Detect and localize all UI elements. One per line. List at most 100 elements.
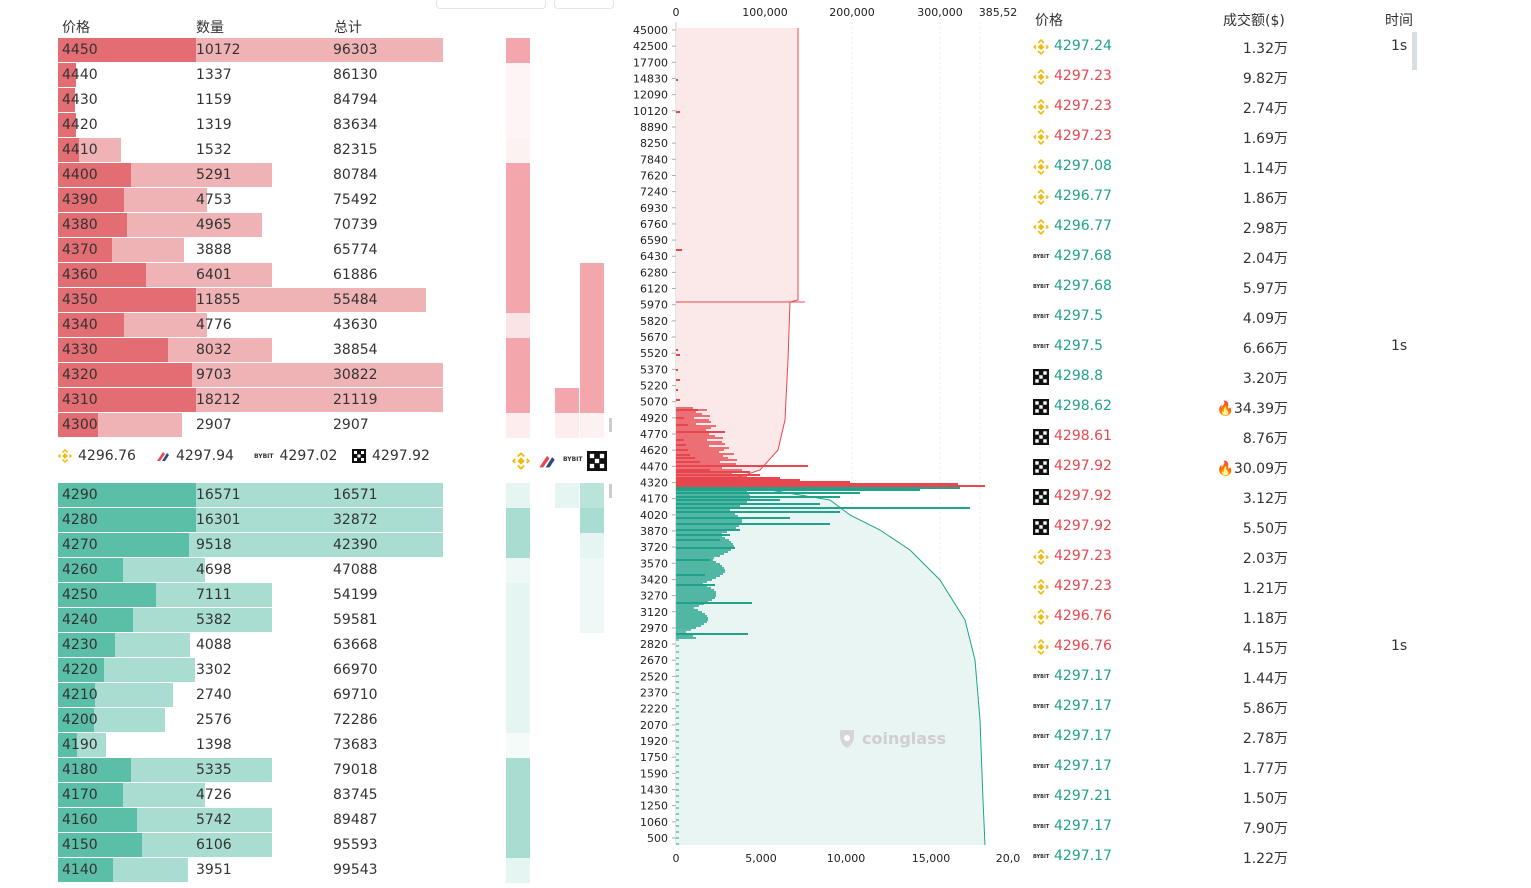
depth-bar [58,633,115,657]
trade-row[interactable]: 4297.23 2.03万 [1033,541,1453,571]
trade-row[interactable]: 4297.23 1.69万 [1033,121,1453,151]
cumulative-bar [112,238,184,262]
bid-row[interactable]: 4180 5335 79018 [58,758,443,782]
trade-row[interactable]: BYBIT 4297.68 2.04万 [1033,241,1453,271]
ask-total: 2907 [333,417,369,433]
bid-row[interactable]: 4220 3302 66970 [58,658,443,682]
okx-icon [352,449,366,463]
trade-row[interactable]: BYBIT 4297.17 7.90万 [1033,811,1453,841]
ask-row[interactable]: 4420 1319 83634 [58,113,443,137]
trade-row[interactable]: 4296.76 4.15万 1s [1033,631,1453,661]
trade-row[interactable]: 4297.92 3.12万 [1033,481,1453,511]
top-tab-hint[interactable] [436,0,546,9]
trade-row[interactable]: BYBIT 4297.21 1.50万 [1033,781,1453,811]
bid-row[interactable]: 4280 16301 32872 [58,508,443,532]
price-axis-tick: 6430 [640,250,668,263]
scrollbar-thumb[interactable] [609,418,612,432]
bid-row[interactable]: 4190 1398 73683 [58,733,443,757]
trade-row[interactable]: 4297.92 🔥30.09万 [1033,451,1453,481]
exchange-depth-cell [506,163,530,188]
trade-row[interactable]: 4296.76 1.18万 [1033,601,1453,631]
bid-row[interactable]: 4230 4088 63668 [58,633,443,657]
bid-row[interactable]: 4150 6106 95593 [58,833,443,857]
cumulative-bar [115,633,190,657]
trade-row[interactable]: BYBIT 4297.17 1.77万 [1033,751,1453,781]
ask-row[interactable]: 4450 10172 96303 [58,38,443,62]
trade-row[interactable]: 4298.62 🔥34.39万 [1033,391,1453,421]
bid-row[interactable]: 4240 5382 59581 [58,608,443,632]
bid-row[interactable]: 4160 5742 89487 [58,808,443,832]
trade-row[interactable]: 4297.92 5.50万 [1033,511,1453,541]
ask-row[interactable]: 4350 11855 55484 [58,288,443,312]
trades-scrollbar[interactable] [1412,32,1417,70]
depth-chart[interactable]: 0 100,000 200,000 300,000 385,52 0 5,000 10,000… [620,0,1020,888]
ask-row[interactable]: 4390 4753 75492 [58,188,443,212]
trade-row[interactable]: BYBIT 4297.68 5.97万 [1033,271,1453,301]
bid-row[interactable]: 4290 16571 16571 [58,483,443,507]
exchange-depth-cell [506,213,530,238]
depth-bar [58,63,76,87]
trade-row[interactable]: BYBIT 4297.5 6.66万 1s [1033,331,1453,361]
ask-qty: 4776 [196,317,232,333]
trade-row[interactable]: 4297.23 2.74万 [1033,91,1453,121]
scrollbar-thumb[interactable] [609,484,612,498]
binance-icon [1033,579,1049,595]
bid-row[interactable]: 4270 9518 42390 [58,533,443,557]
price-axis-tick: 4770 [640,428,668,441]
trade-row[interactable]: 4296.77 1.86万 [1033,181,1453,211]
trade-row[interactable]: BYBIT 4297.17 2.78万 [1033,721,1453,751]
top-tab-hint[interactable] [554,0,614,9]
trade-exchange-icon [1033,459,1049,475]
bid-price: 4270 [62,537,98,553]
cumulative-bar [156,583,272,607]
bid-qty: 2740 [196,687,232,703]
ask-row[interactable]: 4360 6401 61886 [58,263,443,287]
ask-row[interactable]: 4300 2907 2907 [58,413,443,437]
ask-row[interactable]: 4440 1337 86130 [58,63,443,87]
trade-amount: 3.12万 [1213,488,1288,508]
bid-price: 4290 [62,487,98,503]
trade-row[interactable]: BYBIT 4297.17 1.44万 [1033,661,1453,691]
bid-row[interactable]: 4170 4726 83745 [58,783,443,807]
cumulative-bar [98,413,182,437]
trade-row[interactable]: 4297.23 9.82万 [1033,61,1453,91]
trade-amount: 🔥34.39万 [1213,398,1288,418]
trade-row[interactable]: 4297.08 1.14万 [1033,151,1453,181]
ask-row[interactable]: 4400 5291 80784 [58,163,443,187]
price-axis-tick: 1750 [640,751,668,764]
trade-amount-value: 1.18万 [1242,611,1288,627]
ask-row[interactable]: 4320 9703 30822 [58,363,443,387]
ask-row[interactable]: 4340 4776 43630 [58,313,443,337]
ask-row[interactable]: 4330 8032 38854 [58,338,443,362]
huobi-icon [157,452,169,461]
trade-row[interactable]: 4298.8 3.20万 [1033,361,1453,391]
ask-row[interactable]: 4370 3888 65774 [58,238,443,262]
trade-row[interactable]: BYBIT 4297.17 5.86万 [1033,691,1453,721]
bid-row[interactable]: 4260 4698 47088 [58,558,443,582]
trade-row[interactable]: 4297.23 1.21万 [1033,571,1453,601]
trade-amount: 9.82万 [1213,68,1288,88]
trade-row[interactable]: BYBIT 4297.5 4.09万 [1033,301,1453,331]
exchange-depth-cell [555,483,579,508]
trade-row[interactable]: BYBIT 4297.17 1.22万 [1033,841,1453,871]
trade-amount: 4.15万 [1213,638,1288,658]
bid-row[interactable]: 4210 2740 69710 [58,683,443,707]
trade-row[interactable]: 4297.24 1.32万 1s [1033,31,1453,61]
bid-row[interactable]: 4140 3951 99543 [58,858,443,882]
price-axis-tick: 6760 [640,218,668,231]
trade-amount: 8.76万 [1213,428,1288,448]
bid-row[interactable]: 4200 2576 72286 [58,708,443,732]
exchange-depth-cell [506,658,530,683]
trade-row[interactable]: 4296.77 2.98万 [1033,211,1453,241]
ask-row[interactable]: 4430 1159 84794 [58,88,443,112]
trade-price: 4296.77 [1054,218,1112,234]
bid-qty: 7111 [196,587,232,603]
price-axis-tick: 8890 [640,121,668,134]
depth-bar [58,533,189,557]
price-axis-tick: 4170 [640,493,668,506]
bid-row[interactable]: 4250 7111 54199 [58,583,443,607]
ask-row[interactable]: 4410 1532 82315 [58,138,443,162]
ask-row[interactable]: 4380 4965 70739 [58,213,443,237]
trade-row[interactable]: 4298.61 8.76万 [1033,421,1453,451]
ask-row[interactable]: 4310 18212 21119 [58,388,443,412]
